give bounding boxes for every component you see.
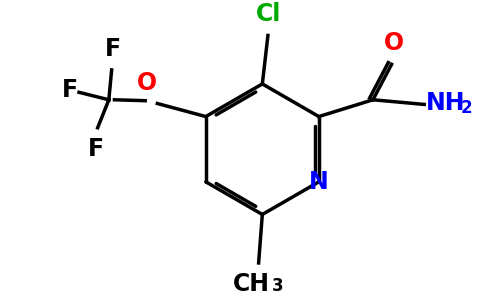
Text: Cl: Cl bbox=[256, 2, 282, 26]
Text: O: O bbox=[137, 71, 157, 95]
Text: F: F bbox=[88, 137, 104, 161]
Text: F: F bbox=[61, 78, 78, 102]
Text: F: F bbox=[105, 37, 121, 61]
Text: CH: CH bbox=[233, 272, 270, 296]
Text: NH: NH bbox=[426, 91, 466, 115]
Text: 3: 3 bbox=[272, 277, 283, 295]
Text: O: O bbox=[384, 31, 405, 55]
Text: N: N bbox=[309, 170, 329, 194]
Text: 2: 2 bbox=[461, 99, 472, 117]
